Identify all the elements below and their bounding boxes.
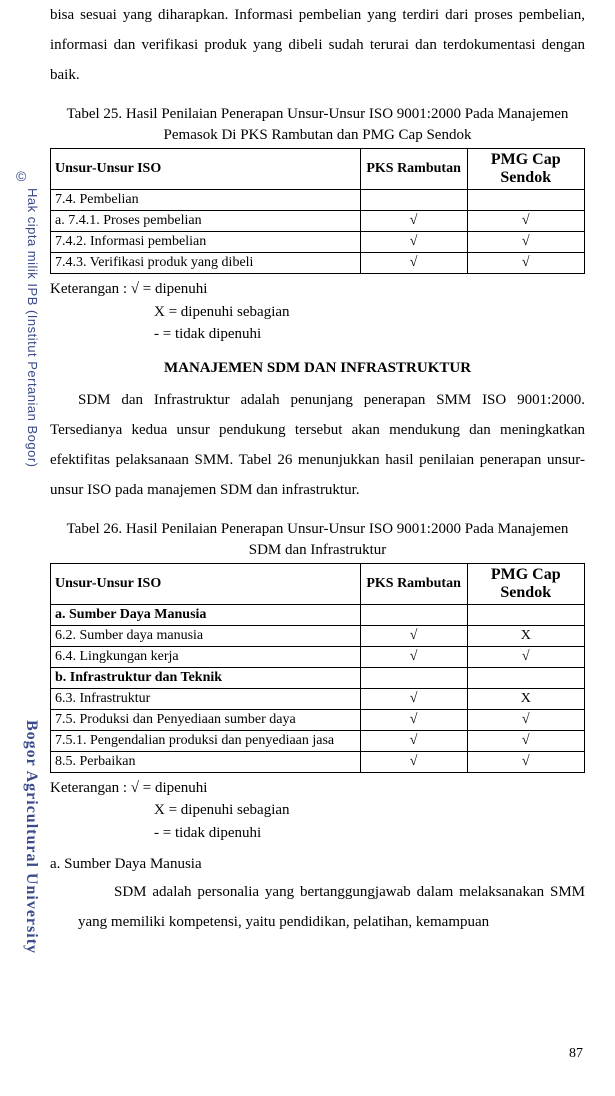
table25-r2-label: 7.4.2. Informasi pembelian bbox=[51, 232, 361, 253]
legend26-line1: Keterangan : √ = dipenuhi bbox=[50, 777, 585, 800]
table-row: 7.5.1. Pengendalian produksi dan penyedi… bbox=[51, 730, 585, 751]
table25-header-pks: PKS Rambutan bbox=[360, 149, 467, 190]
table25-r1-pks: √ bbox=[360, 211, 467, 232]
table26-r7-pmg: √ bbox=[467, 751, 584, 772]
table25-r2-pks: √ bbox=[360, 232, 467, 253]
table26-r3-pks bbox=[360, 667, 467, 688]
legend-line3: - = tidak dipenuhi bbox=[50, 323, 585, 346]
table26-r4-pmg: X bbox=[467, 688, 584, 709]
table26-header-pmg: PMG Cap Sendok bbox=[467, 563, 584, 604]
table25-r0-label: 7.4. Pembelian bbox=[51, 190, 361, 211]
table25-r1-pmg: √ bbox=[467, 211, 584, 232]
table25-r3-pmg: √ bbox=[467, 253, 584, 274]
section-paragraph: SDM dan Infrastruktur adalah penunjang p… bbox=[50, 385, 585, 505]
table25-r0-pmg bbox=[467, 190, 584, 211]
watermark-bau: Bogor Agricultural University bbox=[14, 720, 40, 954]
copyright-symbol: © bbox=[16, 168, 26, 184]
table26-r2-pmg: √ bbox=[467, 646, 584, 667]
table-row: 7.4. Pembelian bbox=[51, 190, 585, 211]
table26-r4-pks: √ bbox=[360, 688, 467, 709]
table26: Unsur-Unsur ISO PKS Rambutan PMG Cap Sen… bbox=[50, 563, 585, 773]
table-row: 6.3. Infrastruktur √ X bbox=[51, 688, 585, 709]
table26-r1-pks: √ bbox=[360, 625, 467, 646]
table26-header-pks: PKS Rambutan bbox=[360, 563, 467, 604]
legend-line1: Keterangan : √ = dipenuhi bbox=[50, 278, 585, 301]
table26-r6-pmg: √ bbox=[467, 730, 584, 751]
table25-r3-pks: √ bbox=[360, 253, 467, 274]
table-row: a. Sumber Daya Manusia bbox=[51, 604, 585, 625]
sub-a-title: a. Sumber Daya Manusia bbox=[50, 856, 585, 873]
table-row: b. Infrastruktur dan Teknik bbox=[51, 667, 585, 688]
table26-r6-label: 7.5.1. Pengendalian produksi dan penyedi… bbox=[51, 730, 361, 751]
table26-r1-label: 6.2. Sumber daya manusia bbox=[51, 625, 361, 646]
legend26-line2: X = dipenuhi sebagian bbox=[50, 799, 585, 822]
table-row: 7.5. Produksi dan Penyediaan sumber daya… bbox=[51, 709, 585, 730]
legend-line2: X = dipenuhi sebagian bbox=[50, 301, 585, 324]
table-row: 6.4. Lingkungan kerja √ √ bbox=[51, 646, 585, 667]
legend26: Keterangan : √ = dipenuhi X = dipenuhi s… bbox=[50, 777, 585, 845]
legend26-line3: - = tidak dipenuhi bbox=[50, 822, 585, 845]
table26-r5-pmg: √ bbox=[467, 709, 584, 730]
table25-title: Tabel 25. Hasil Penilaian Penerapan Unsu… bbox=[50, 104, 585, 146]
table26-r0-pks bbox=[360, 604, 467, 625]
table-row: 8.5. Perbaikan √ √ bbox=[51, 751, 585, 772]
intro-paragraph: bisa sesuai yang diharapkan. Informasi p… bbox=[50, 0, 585, 90]
watermark-ipb: Hak cipta milik IPB (Institut Pertanian … bbox=[18, 188, 40, 468]
sub-a-paragraph: SDM adalah personalia yang bertanggungja… bbox=[50, 877, 585, 937]
table26-r5-label: 7.5. Produksi dan Penyediaan sumber daya bbox=[51, 709, 361, 730]
table26-r1-pmg: X bbox=[467, 625, 584, 646]
table26-r0-pmg bbox=[467, 604, 584, 625]
table26-header-iso: Unsur-Unsur ISO bbox=[51, 563, 361, 604]
table26-r4-label: 6.3. Infrastruktur bbox=[51, 688, 361, 709]
table-row: a. 7.4.1. Proses pembelian √ √ bbox=[51, 211, 585, 232]
section-heading: MANAJEMEN SDM DAN INFRASTRUKTUR bbox=[50, 360, 585, 377]
table25: Unsur-Unsur ISO PKS Rambutan PMG Cap Sen… bbox=[50, 148, 585, 274]
table26-r2-label: 6.4. Lingkungan kerja bbox=[51, 646, 361, 667]
table26-r3-pmg bbox=[467, 667, 584, 688]
table-row: 7.4.2. Informasi pembelian √ √ bbox=[51, 232, 585, 253]
table25-r2-pmg: √ bbox=[467, 232, 584, 253]
table-row: 6.2. Sumber daya manusia √ X bbox=[51, 625, 585, 646]
table26-r3-label: b. Infrastruktur dan Teknik bbox=[51, 667, 361, 688]
table25-header-iso: Unsur-Unsur ISO bbox=[51, 149, 361, 190]
table26-r5-pks: √ bbox=[360, 709, 467, 730]
legend25: Keterangan : √ = dipenuhi X = dipenuhi s… bbox=[50, 278, 585, 346]
table25-r0-pks bbox=[360, 190, 467, 211]
table25-header-pmg: PMG Cap Sendok bbox=[467, 149, 584, 190]
table26-r0-label: a. Sumber Daya Manusia bbox=[51, 604, 361, 625]
table26-r2-pks: √ bbox=[360, 646, 467, 667]
table-row: 7.4.3. Verifikasi produk yang dibeli √ √ bbox=[51, 253, 585, 274]
page-number: 87 bbox=[569, 1046, 583, 1062]
table26-title: Tabel 26. Hasil Penilaian Penerapan Unsu… bbox=[50, 519, 585, 561]
table26-r6-pks: √ bbox=[360, 730, 467, 751]
table25-r1-label: a. 7.4.1. Proses pembelian bbox=[51, 211, 361, 232]
table26-r7-pks: √ bbox=[360, 751, 467, 772]
table25-r3-label: 7.4.3. Verifikasi produk yang dibeli bbox=[51, 253, 361, 274]
table26-r7-label: 8.5. Perbaikan bbox=[51, 751, 361, 772]
